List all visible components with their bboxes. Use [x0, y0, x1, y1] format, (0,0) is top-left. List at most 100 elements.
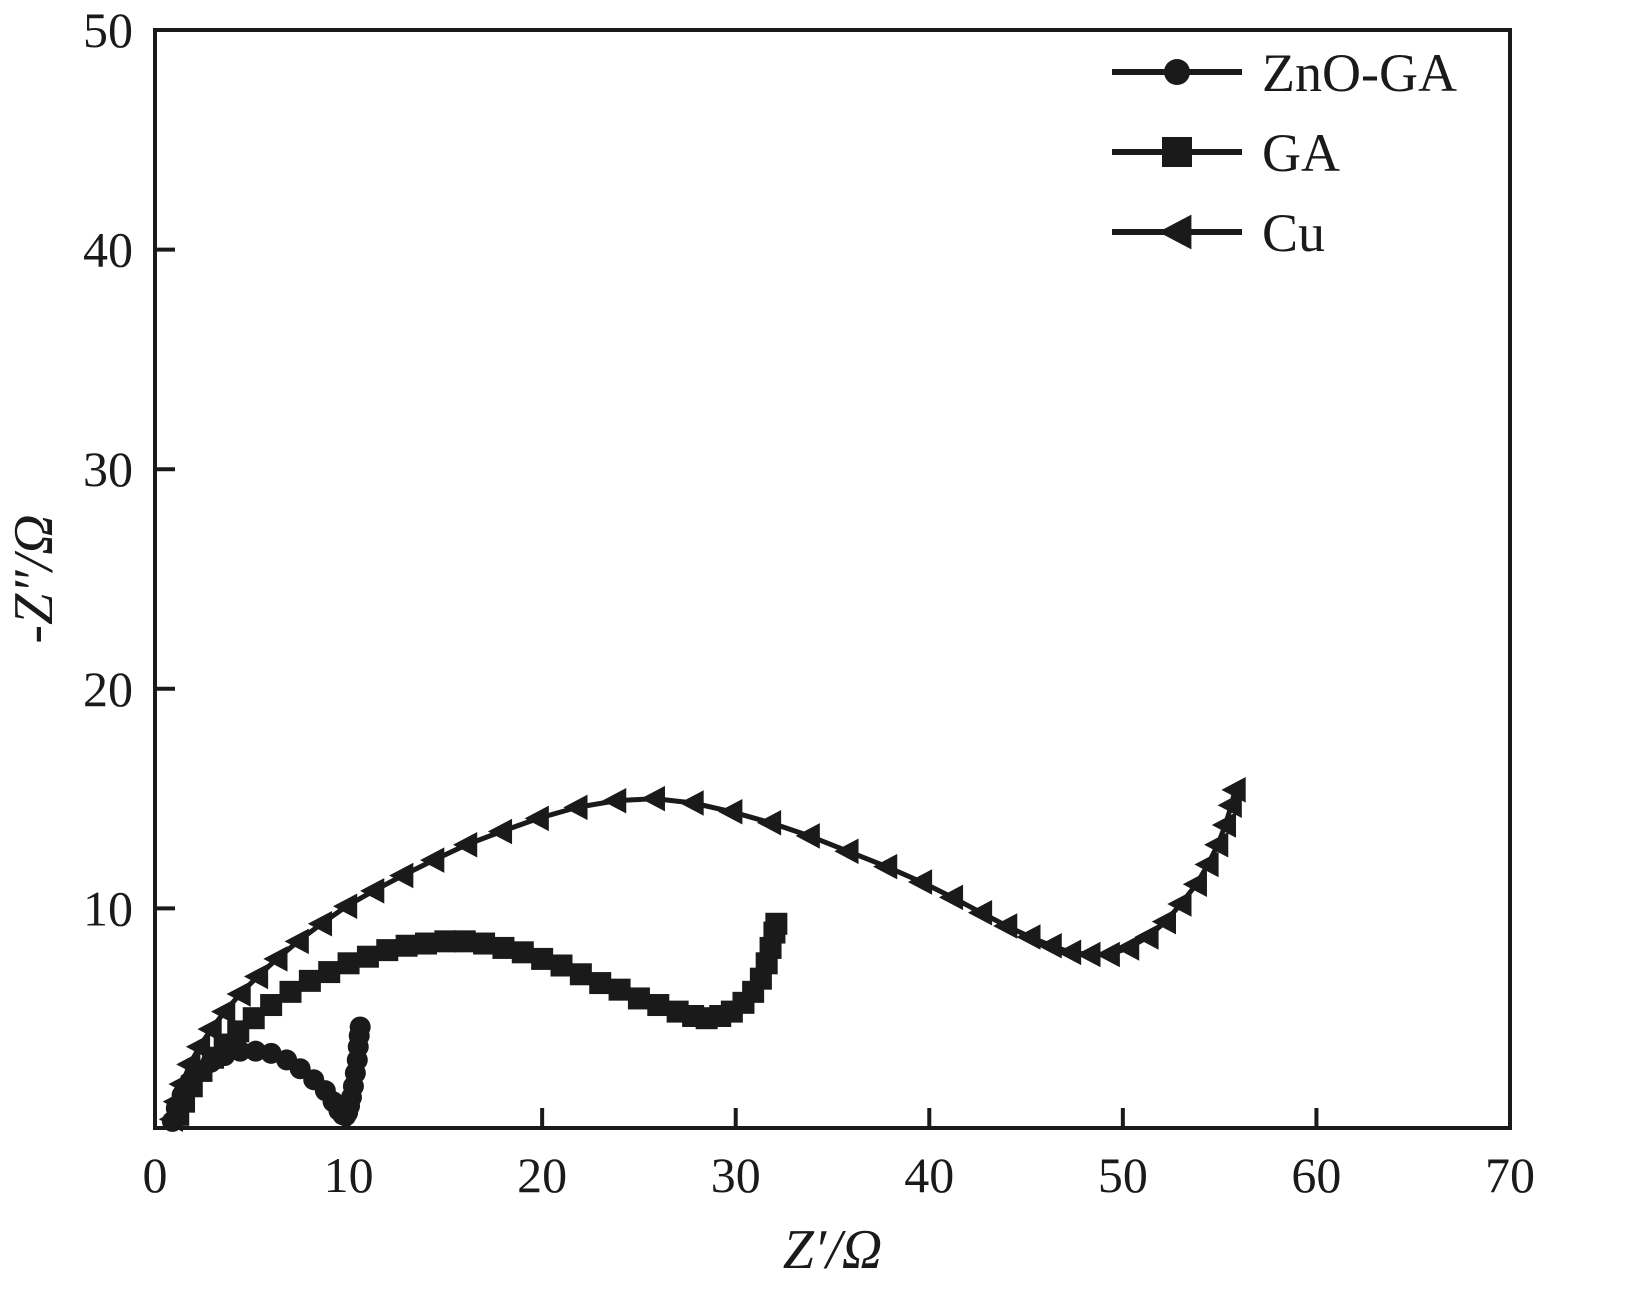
square-marker	[298, 969, 321, 992]
legend-label: GA	[1262, 123, 1340, 183]
legend-item-zno-ga: ZnO-GA	[1112, 43, 1457, 103]
triangle-left-marker	[718, 799, 743, 825]
square-marker	[511, 941, 534, 964]
circle-marker	[1164, 59, 1190, 85]
triangle-left-marker	[834, 838, 859, 865]
triangle-left-marker	[1204, 831, 1229, 858]
triangle-left-marker	[389, 862, 414, 889]
square-marker	[647, 994, 670, 1017]
triangle-left-marker	[453, 831, 478, 858]
triangle-left-marker	[176, 1051, 201, 1078]
circle-marker	[245, 1040, 267, 1062]
square-marker	[434, 930, 457, 953]
triangle-left-marker	[993, 913, 1018, 939]
square-marker	[242, 1007, 265, 1030]
triangle-left-marker	[1211, 812, 1237, 838]
square-marker	[627, 987, 650, 1010]
square-marker	[765, 912, 788, 935]
square-marker	[260, 994, 283, 1017]
triangle-left-marker	[420, 847, 445, 873]
x-tick-label: 30	[711, 1147, 761, 1203]
triangle-left-marker	[967, 900, 993, 926]
square-marker	[318, 961, 341, 984]
x-axis-label: Z′/Ω	[783, 1219, 882, 1281]
series-cu	[158, 777, 1246, 1132]
triangle-left-marker	[1158, 214, 1192, 250]
x-tick-label: 70	[1485, 1147, 1535, 1203]
triangle-left-marker	[1217, 792, 1242, 818]
triangle-left-marker	[168, 1071, 193, 1097]
triangle-left-marker	[1076, 941, 1101, 968]
triangle-left-marker	[487, 818, 513, 845]
triangle-left-marker	[263, 946, 288, 972]
square-marker	[395, 934, 418, 957]
legend-label: Cu	[1262, 203, 1325, 263]
y-tick-label: 50	[83, 2, 133, 58]
triangle-left-marker	[1134, 924, 1159, 950]
square-marker	[376, 939, 399, 962]
triangle-left-marker	[197, 1016, 222, 1042]
triangle-left-marker	[938, 884, 964, 911]
y-tick-label: 10	[83, 880, 133, 936]
triangle-left-marker	[243, 963, 269, 990]
triangle-left-marker	[1037, 932, 1062, 959]
square-marker	[531, 947, 554, 970]
square-marker	[589, 972, 612, 995]
triangle-left-marker	[524, 805, 549, 832]
y-tick-label: 40	[83, 222, 133, 278]
triangle-left-marker	[360, 878, 385, 904]
x-tick-label: 60	[1291, 1147, 1341, 1203]
square-marker	[1162, 137, 1192, 167]
square-marker	[453, 930, 476, 953]
triangle-left-marker	[211, 998, 236, 1025]
triangle-left-marker	[1095, 941, 1120, 968]
x-tick-label: 10	[324, 1147, 374, 1203]
circle-marker	[349, 1016, 371, 1038]
triangle-left-marker	[1221, 777, 1246, 803]
y-axis-label: -Z″/Ω	[3, 514, 65, 643]
y-tick-label: 30	[83, 441, 133, 497]
x-tick-label: 0	[143, 1147, 168, 1203]
triangle-left-marker	[1182, 871, 1207, 898]
square-marker	[550, 954, 573, 977]
triangle-left-marker	[795, 823, 820, 849]
triangle-left-marker	[158, 1106, 183, 1132]
triangle-left-marker	[563, 794, 588, 821]
plot-frame	[153, 28, 1512, 1130]
triangle-left-marker	[873, 853, 898, 880]
legend-item-cu: Cu	[1112, 203, 1325, 263]
triangle-left-marker	[1056, 939, 1082, 966]
triangle-left-marker	[284, 928, 309, 955]
triangle-left-marker	[602, 788, 627, 814]
legend-label: ZnO-GA	[1262, 43, 1457, 103]
triangle-left-marker	[1115, 935, 1140, 961]
legend-item-ga: GA	[1112, 123, 1340, 183]
triangle-left-marker	[1167, 891, 1192, 917]
square-marker	[415, 932, 437, 955]
triangle-left-marker	[756, 809, 782, 836]
triangle-left-marker	[640, 785, 665, 812]
x-tick-label: 50	[1098, 1147, 1148, 1203]
triangle-left-marker	[185, 1033, 211, 1060]
triangle-left-marker	[1194, 851, 1219, 878]
square-marker	[608, 978, 631, 1001]
triangle-left-marker	[307, 911, 333, 937]
triangle-left-marker	[907, 869, 933, 895]
triangle-left-marker	[332, 893, 358, 919]
x-tick-label: 20	[517, 1147, 567, 1203]
triangle-left-marker	[679, 790, 704, 816]
square-marker	[337, 952, 360, 975]
square-marker	[569, 963, 592, 986]
square-marker	[356, 945, 379, 968]
square-marker	[473, 932, 496, 955]
square-marker	[492, 936, 515, 959]
y-tick-label: 20	[83, 661, 133, 717]
square-marker	[279, 980, 302, 1003]
x-tick-label: 40	[904, 1147, 954, 1203]
series-ga	[167, 912, 788, 1126]
triangle-left-marker	[1151, 908, 1177, 935]
triangle-left-marker	[226, 981, 251, 1007]
triangle-left-marker	[1016, 924, 1041, 950]
triangle-left-marker	[162, 1088, 187, 1115]
